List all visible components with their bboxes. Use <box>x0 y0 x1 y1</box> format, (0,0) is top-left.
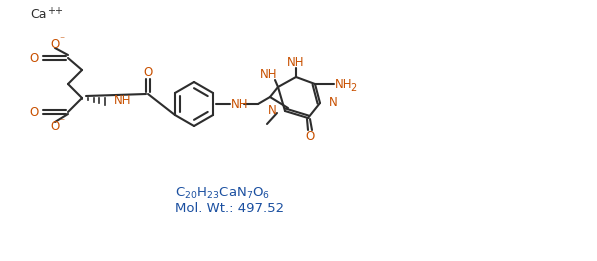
Text: Ca: Ca <box>30 8 47 21</box>
Text: O: O <box>29 105 39 118</box>
Text: NH: NH <box>335 78 352 91</box>
Text: O: O <box>29 51 39 64</box>
Text: O: O <box>143 66 153 79</box>
Text: NH: NH <box>287 56 304 68</box>
Text: NH: NH <box>231 98 248 110</box>
Text: N: N <box>268 104 277 117</box>
Text: O: O <box>306 130 315 144</box>
Text: ⁻: ⁻ <box>60 35 64 45</box>
Text: ⁻: ⁻ <box>60 117 64 127</box>
Text: Mol. Wt.: 497.52: Mol. Wt.: 497.52 <box>175 201 284 215</box>
Text: 2: 2 <box>350 83 356 93</box>
Text: O: O <box>50 120 60 133</box>
Text: NH: NH <box>260 68 278 80</box>
Text: O: O <box>50 38 60 50</box>
Text: $\mathsf{C_{20}H_{23}CaN_{7}O_{6}}$: $\mathsf{C_{20}H_{23}CaN_{7}O_{6}}$ <box>175 186 270 200</box>
Text: NH: NH <box>114 94 131 108</box>
Text: N: N <box>329 97 338 110</box>
Text: ++: ++ <box>47 6 63 16</box>
